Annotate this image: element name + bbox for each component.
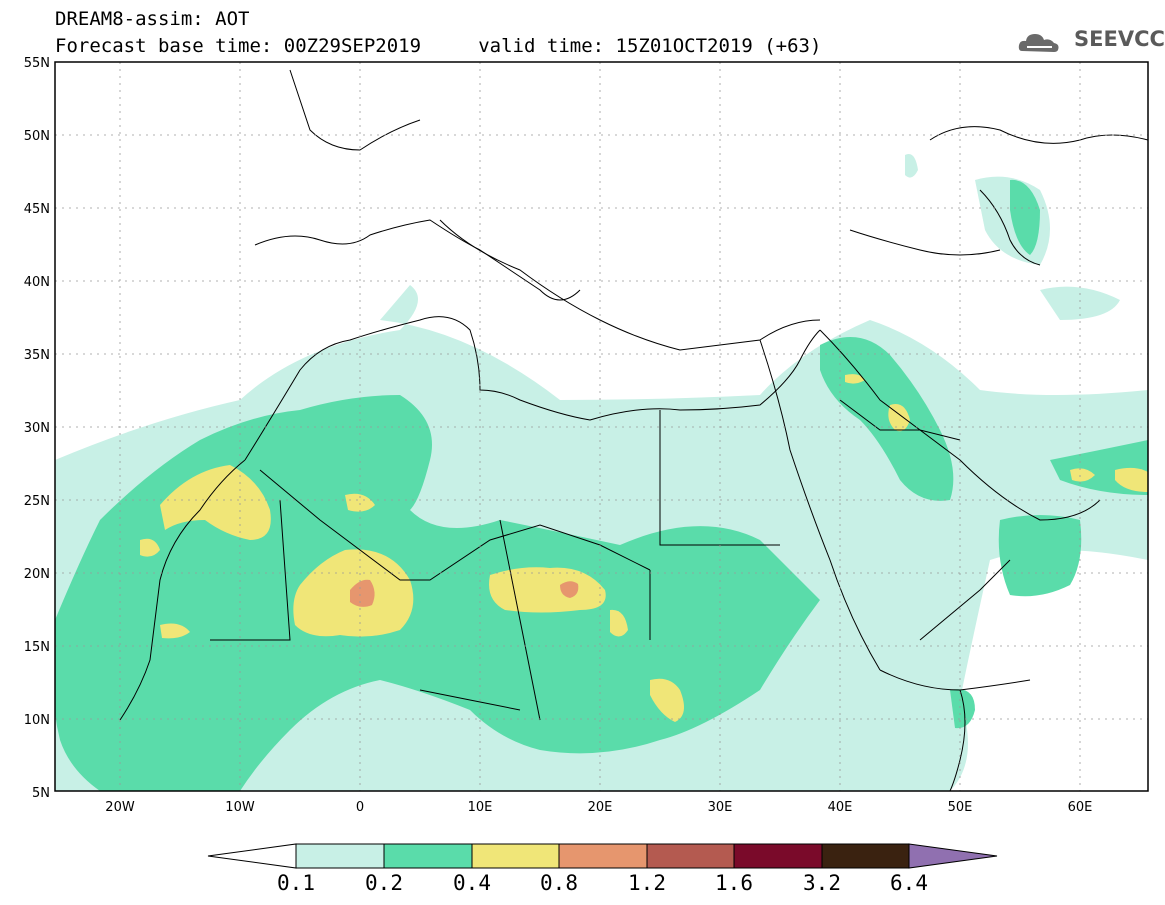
lat-tick-label: 20N — [24, 567, 50, 582]
colorbar-under-arrow — [207, 843, 297, 869]
lon-tick-label: 30E — [708, 800, 733, 815]
colorbar-swatch-0 — [295, 843, 385, 869]
graticule — [55, 62, 1148, 791]
coastlines — [119, 69, 1148, 791]
colorbar-label: 3.2 — [803, 871, 841, 895]
colorbar-label: 0.4 — [453, 871, 491, 895]
lon-tick-label: 20W — [105, 800, 135, 815]
lon-tick-label: 50E — [948, 800, 973, 815]
latitude-axis: 55N 50N 45N 40N 35N 30N 25N 20N 15N 10N … — [24, 56, 50, 801]
lat-tick-label: 50N — [24, 129, 50, 144]
aot-level-0.8 — [350, 579, 579, 607]
map-title: DREAM8-assim: AOT — [55, 8, 250, 30]
lon-tick-label: 60E — [1068, 800, 1093, 815]
forecast-time-subtitle: Forecast base time: 00Z29SEP2019 valid t… — [55, 35, 822, 57]
colorbar-label: 0.8 — [540, 871, 578, 895]
cloud-icon — [1018, 34, 1059, 52]
colorbar: 0.1 0.2 0.4 0.8 1.2 1.6 3.2 6.4 — [207, 843, 998, 895]
colorbar-label: 0.1 — [277, 871, 315, 895]
lon-tick-label: 10E — [468, 800, 493, 815]
colorbar-swatch-4 — [646, 843, 735, 869]
lon-tick-label: 10W — [225, 800, 255, 815]
colorbar-over-arrow — [908, 843, 998, 869]
map-frame — [54, 61, 1149, 792]
lon-tick-label: 0 — [356, 800, 364, 815]
aot-contours — [55, 154, 1148, 791]
colorbar-label: 1.2 — [628, 871, 666, 895]
colorbar-swatch-6 — [821, 843, 910, 869]
lon-tick-label: 40E — [828, 800, 853, 815]
longitude-axis: 20W 10W 0 10E 20E 30E 40E 50E 60E — [105, 800, 1092, 815]
colorbar-swatch-2 — [471, 843, 560, 869]
colorbar-label: 6.4 — [890, 871, 928, 895]
colorbar-swatch-5 — [733, 843, 823, 869]
colorbar-swatch-3 — [558, 843, 648, 869]
lat-tick-label: 30N — [24, 421, 50, 436]
seevccc-logo: SEEVCCC — [1074, 27, 1165, 51]
lat-tick-label: 40N — [24, 275, 50, 290]
colorbar-label: 1.6 — [715, 871, 753, 895]
lat-tick-label: 15N — [24, 640, 50, 655]
aot-level-0.4 — [140, 374, 1148, 722]
lon-tick-label: 20E — [588, 800, 613, 815]
lat-tick-label: 55N — [24, 56, 50, 71]
colorbar-label: 0.2 — [365, 871, 403, 895]
colorbar-swatch-1 — [383, 843, 473, 869]
lat-tick-label: 25N — [24, 494, 50, 509]
lat-tick-label: 35N — [24, 348, 50, 363]
lat-tick-label: 10N — [24, 713, 50, 728]
lat-tick-label: 5N — [32, 786, 50, 801]
lat-tick-label: 45N — [24, 202, 50, 217]
